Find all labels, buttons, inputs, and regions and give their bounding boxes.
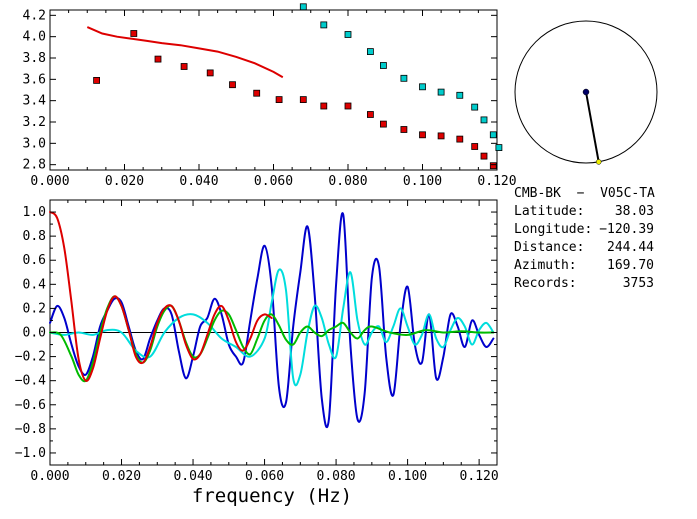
bottom-y-tick-label: −1.0: [15, 446, 46, 461]
top-x-tick-label: 0.120: [477, 174, 516, 189]
bottom-series-3-line: [49, 211, 273, 382]
top-series-0-point: [275, 96, 283, 103]
top-y-tick-label: 3.6: [23, 72, 46, 87]
top-series-0-point: [206, 69, 214, 77]
top-series-0-point: [320, 102, 328, 110]
station-info: CMB-BK − V05C-TA Latitude: 38.03 Longitu…: [514, 186, 655, 291]
bottom-y-tick-label: −0.2: [15, 350, 46, 365]
top-series-0-point: [437, 132, 445, 140]
bottom-x-tick-label: 0.100: [388, 469, 427, 484]
distance-label: Distance:: [514, 240, 584, 255]
top-series-0-point: [366, 111, 374, 118]
top-chart-axes: 0.000 0.020 0.040 0.060 0.080 0.100 0.120 2.8 3.…: [23, 8, 517, 189]
top-series-1-point: [419, 83, 426, 91]
azimuth-dial: [514, 20, 658, 165]
longitude-label: Longitude:: [514, 222, 592, 237]
top-series-1-point: [471, 103, 479, 111]
top-y-tick-label: 4.0: [23, 30, 46, 45]
bottom-y-tick-label: −0.6: [15, 398, 46, 413]
records-value: 3753: [623, 276, 654, 291]
top-series-1-point: [480, 116, 488, 124]
top-series-0-point: [229, 81, 236, 89]
longitude-value: −120.39: [599, 222, 654, 237]
bottom-chart-series: [49, 211, 495, 428]
station-line: CMB-BK − V05C-TA: [514, 186, 655, 201]
bottom-y-tick-label: 0.8: [23, 229, 46, 244]
bottom-x-tick-label: 0.040: [173, 469, 212, 484]
top-y-tick-label: 4.2: [23, 8, 46, 23]
top-series-1-point: [344, 31, 352, 38]
top-series-1-point: [366, 48, 374, 55]
top-x-tick-label: 0.080: [328, 174, 367, 189]
dial-center-dot: [582, 88, 590, 96]
top-x-tick-label: 0.100: [403, 174, 442, 189]
top-series-0-point: [379, 120, 387, 128]
top-series-0-point: [344, 102, 352, 110]
azimuth-label: Azimuth:: [514, 258, 577, 273]
bottom-y-tick-label: −0.8: [15, 422, 46, 437]
bottom-x-tick-label: 0.120: [460, 469, 499, 484]
bottom-y-tick-label: 1.0: [23, 205, 46, 220]
top-y-tick-label: 3.4: [23, 94, 47, 109]
top-y-tick-label: 3.0: [23, 136, 46, 151]
distance-value: 244.44: [607, 240, 654, 255]
top-series-2-line: [86, 26, 284, 79]
bottom-x-tick-label: 0.080: [317, 469, 356, 484]
top-series-0-point: [419, 131, 426, 139]
top-series-1-point: [437, 88, 445, 96]
bottom-y-tick-label: −0.4: [15, 374, 46, 389]
top-series-1-point: [299, 3, 307, 11]
top-series-0-point: [299, 96, 307, 103]
top-chart-frame: [49, 9, 498, 171]
top-series-1-point: [379, 62, 387, 69]
top-series-0-point: [456, 135, 464, 143]
bottom-x-tick-label: 0.000: [30, 469, 69, 484]
records-label: Records:: [514, 276, 577, 291]
x-axis-title: frequency (Hz): [192, 485, 352, 507]
top-y-tick-label: 3.8: [23, 51, 46, 66]
bottom-series-1-line: [49, 268, 495, 387]
top-x-tick-label: 0.000: [30, 174, 69, 189]
dial-needle: [585, 91, 600, 163]
top-series-0-point: [471, 143, 479, 150]
azimuth-value: 169.70: [607, 258, 654, 273]
top-chart-series: [86, 3, 503, 170]
bottom-chart: 0.000 0.020 0.040 0.060 0.080 0.100 0.120 1.0 0.…: [15, 199, 499, 507]
top-x-tick-label: 0.020: [105, 174, 144, 189]
top-series-1-point: [456, 91, 464, 99]
bottom-y-tick-label: 0.4: [23, 277, 47, 292]
top-x-tick-label: 0.060: [254, 174, 293, 189]
top-series-0-point: [480, 152, 488, 160]
top-series-0-point: [130, 30, 138, 37]
top-series-0-point: [180, 63, 188, 70]
top-series-1-point: [495, 144, 503, 152]
top-series-0-point: [93, 77, 100, 84]
top-series-0-point: [154, 55, 162, 63]
latitude-label: Latitude:: [514, 204, 584, 219]
top-chart: 0.000 0.020 0.040 0.060 0.080 0.100 0.120 2.8 3.…: [23, 3, 517, 189]
latitude-value: 38.03: [615, 204, 654, 219]
top-series-0-point: [253, 89, 261, 97]
top-series-0-point: [489, 162, 497, 170]
dial-end-dot: [595, 159, 602, 165]
bottom-y-tick-label: 0.6: [23, 253, 46, 268]
top-series-1-point: [320, 21, 328, 29]
bottom-chart-axes: 0.000 0.020 0.040 0.060 0.080 0.100 0.120 1.0 0.…: [15, 200, 499, 484]
bottom-y-tick-label: 0.2: [23, 301, 46, 316]
top-x-tick-label: 0.040: [179, 174, 218, 189]
top-series-1-point: [400, 74, 408, 82]
top-series-0-point: [400, 126, 408, 133]
top-y-tick-label: 3.2: [23, 115, 46, 130]
bottom-x-tick-label: 0.020: [102, 469, 141, 484]
top-series-1-point: [489, 131, 497, 139]
top-y-tick-label: 2.8: [23, 158, 46, 173]
bottom-x-tick-label: 0.060: [245, 469, 284, 484]
bottom-y-tick-label: 0.0: [23, 326, 46, 341]
